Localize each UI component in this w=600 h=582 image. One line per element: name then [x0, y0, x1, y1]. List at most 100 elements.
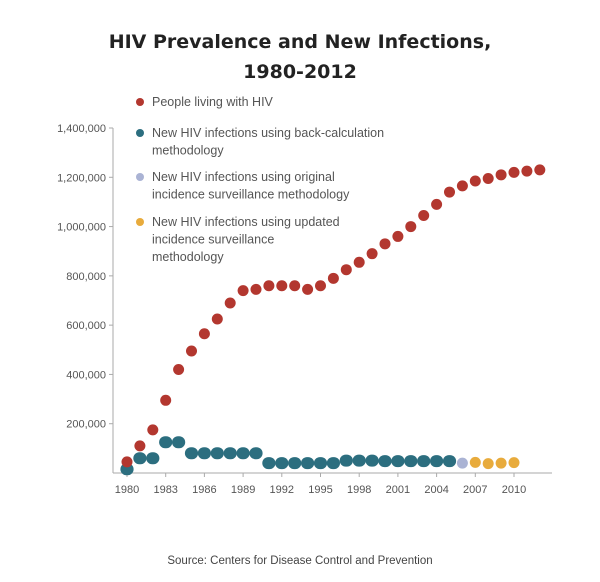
point-new-infections-back-calculation: [249, 447, 263, 460]
point-new-infections-back-calculation: [301, 457, 315, 470]
chart-title-line-1: HIV Prevalence and New Infections,: [109, 31, 492, 53]
point-new-infections-back-calculation: [339, 454, 353, 467]
y-tick-label: 1,200,000: [57, 172, 106, 184]
point-people-living-with-hiv: [495, 169, 507, 181]
point-people-living-with-hiv: [469, 175, 481, 187]
point-new-infections-back-calculation: [313, 457, 328, 470]
legend-item: New HIV infections using original inciden…: [136, 170, 350, 202]
point-people-living-with-hiv: [276, 280, 288, 292]
point-new-infections-back-calculation: [262, 457, 276, 470]
point-new-infections-back-calculation: [223, 447, 237, 460]
point-people-living-with-hiv: [198, 328, 210, 340]
legend-item: New HIV infections using back-calculatio…: [136, 126, 384, 158]
point-people-living-with-hiv: [211, 313, 223, 325]
point-people-living-with-hiv: [263, 280, 275, 292]
x-tick-label: 2007: [463, 484, 487, 496]
x-tick-label: 2004: [424, 484, 448, 496]
point-new-infections-back-calculation: [146, 452, 160, 465]
source-note: Source: Centers for Disease Control and …: [167, 555, 432, 567]
point-people-living-with-hiv: [147, 424, 159, 436]
point-people-living-with-hiv: [456, 180, 468, 192]
point-people-living-with-hiv: [431, 198, 443, 210]
point-new-infections-back-calculation: [365, 454, 379, 467]
point-people-living-with-hiv: [405, 221, 417, 233]
point-people-living-with-hiv: [534, 164, 546, 176]
point-new-infections-back-calculation: [210, 447, 224, 460]
point-people-living-with-hiv: [121, 456, 133, 468]
legend-label: methodology: [152, 144, 224, 158]
legend-swatch: [136, 218, 144, 226]
point-new-infections-back-calculation: [184, 447, 199, 460]
legend-swatch: [136, 173, 144, 181]
point-people-living-with-hiv: [173, 364, 185, 375]
point-people-living-with-hiv: [392, 230, 404, 242]
point-new-infections-back-calculation: [404, 455, 418, 468]
legend-swatch: [136, 98, 144, 106]
point-new-infections-back-calculation: [430, 455, 444, 468]
point-new-infections-back-calculation: [275, 457, 289, 470]
point-people-living-with-hiv: [327, 272, 339, 284]
x-tick-label: 1980: [115, 484, 139, 496]
y-tick-label: 600,000: [66, 320, 106, 332]
point-new-infections-back-calculation: [159, 436, 173, 449]
point-people-living-with-hiv: [224, 297, 236, 309]
point-new-infections-back-calculation: [133, 452, 147, 465]
x-tick-label: 1992: [270, 484, 294, 496]
point-new-infections-back-calculation: [378, 455, 392, 468]
legend-swatch: [136, 129, 144, 137]
point-people-living-with-hiv: [186, 345, 197, 357]
point-new-infections-original: [456, 457, 468, 469]
x-tick-label: 1983: [153, 484, 177, 496]
legend-label: People living with HIV: [152, 95, 274, 109]
point-people-living-with-hiv: [289, 280, 301, 292]
point-new-infections-back-calculation: [326, 457, 340, 470]
legend-label: incidence surveillance methodology: [152, 188, 350, 202]
legend-label: methodology: [152, 250, 224, 264]
point-people-living-with-hiv: [521, 165, 533, 177]
axes: 200,000 400,000 600,000 800,000 1,000,000 1,2…: [57, 123, 552, 496]
point-new-infections-back-calculation: [352, 454, 366, 467]
point-new-infections-updated: [495, 457, 507, 469]
x-tick-label: 1995: [308, 484, 332, 496]
y-tick-label: 1,000,000: [57, 222, 106, 234]
point-people-living-with-hiv: [302, 283, 314, 295]
point-new-infections-updated: [508, 457, 520, 469]
legend-label: New HIV infections using back-calculatio…: [152, 126, 384, 140]
point-people-living-with-hiv: [250, 283, 262, 295]
x-tick-label: 2001: [386, 484, 410, 496]
data-points: [120, 164, 546, 476]
point-people-living-with-hiv: [444, 186, 455, 198]
point-people-living-with-hiv: [353, 256, 365, 268]
point-people-living-with-hiv: [418, 209, 430, 221]
point-people-living-with-hiv: [379, 238, 391, 250]
x-tick-label: 2010: [502, 484, 526, 496]
point-new-infections-back-calculation: [442, 455, 457, 468]
x-tick-label: 1986: [192, 484, 216, 496]
point-new-infections-back-calculation: [288, 457, 302, 470]
point-people-living-with-hiv: [134, 440, 146, 452]
point-people-living-with-hiv: [315, 280, 326, 292]
legend-label: New HIV infections using original: [152, 170, 335, 184]
point-people-living-with-hiv: [237, 285, 249, 297]
y-tick-label: 400,000: [66, 369, 106, 381]
point-people-living-with-hiv: [160, 394, 172, 406]
point-new-infections-back-calculation: [172, 436, 186, 449]
y-tick-label: 1,400,000: [57, 123, 106, 135]
legend: People living with HIV New HIV infections…: [136, 95, 384, 264]
y-tick-label: 200,000: [66, 419, 106, 431]
point-people-living-with-hiv: [340, 264, 352, 276]
chart-title-line-2: 1980-2012: [243, 61, 357, 83]
legend-label: incidence surveillance: [152, 233, 274, 247]
point-new-infections-updated: [482, 458, 494, 470]
legend-label: New HIV infections using updated: [152, 215, 340, 229]
point-people-living-with-hiv: [508, 166, 520, 178]
x-tick-label: 1998: [347, 484, 371, 496]
point-people-living-with-hiv: [366, 248, 378, 260]
point-new-infections-back-calculation: [236, 447, 250, 460]
x-tick-label: 1989: [231, 484, 255, 496]
legend-item: New HIV infections using updated incidenc…: [136, 215, 340, 264]
point-new-infections-back-calculation: [417, 455, 431, 468]
point-people-living-with-hiv: [482, 173, 494, 185]
point-new-infections-back-calculation: [391, 455, 405, 468]
